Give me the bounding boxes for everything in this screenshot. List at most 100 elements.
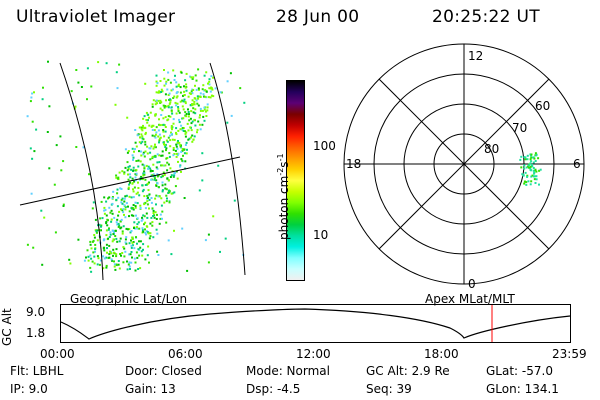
background-pixel — [136, 202, 139, 205]
polar-aurora-pixel — [526, 174, 529, 177]
aurora-pixel — [96, 239, 99, 242]
aurora-pixel — [160, 204, 163, 207]
aurora-pixel — [204, 95, 207, 98]
aurora-pixel — [110, 209, 113, 212]
polar-aurora-pixel — [532, 161, 535, 164]
aurora-pixel — [122, 208, 125, 211]
aurora-pixel — [101, 217, 104, 220]
aurora-pixel — [147, 232, 150, 235]
polar-aurora-pixel — [529, 165, 532, 168]
aurora-pixel — [151, 103, 154, 106]
gc-alt-tick-9: 9.0 — [26, 305, 46, 319]
aurora-pixel — [109, 233, 112, 236]
aurora-pixel — [123, 200, 126, 203]
aurora-pixel — [124, 195, 127, 198]
aurora-pixel — [203, 95, 206, 98]
aurora-pixel — [89, 243, 92, 246]
aurora-pixel — [107, 237, 110, 240]
aurora-pixel — [105, 256, 108, 259]
aurora-pixel — [136, 223, 139, 226]
background-pixel — [167, 115, 170, 118]
polar-aurora-pixel — [524, 171, 527, 174]
background-pixel — [150, 174, 153, 177]
aurora-pixel — [156, 213, 158, 216]
aurora-pixel — [108, 206, 111, 209]
background-pixel — [75, 69, 78, 71]
background-pixel — [31, 157, 34, 160]
aurora-pixel — [183, 94, 186, 97]
polar-aurora-pixel — [529, 153, 532, 156]
background-pixel — [158, 133, 161, 136]
aurora-pixel — [205, 115, 208, 117]
aurora-pixel — [123, 213, 125, 216]
aurora-pixel — [132, 158, 134, 161]
aurora-pixel — [134, 269, 137, 272]
aurora-pixel — [170, 106, 173, 109]
aurora-pixel — [191, 92, 194, 95]
background-pixel — [135, 236, 137, 239]
aurora-pixel — [210, 75, 213, 78]
aurora-pixel — [193, 135, 196, 138]
aurora-pixel — [184, 144, 187, 146]
aurora-pixel — [110, 252, 113, 255]
aurora-pixel — [191, 104, 194, 107]
aurora-pixel — [174, 101, 177, 104]
aurora-pixel — [179, 128, 182, 131]
background-pixel — [41, 98, 44, 101]
aurora-pixel — [100, 224, 103, 227]
aurora-pixel — [205, 71, 208, 74]
polar-aurora-pixel — [530, 160, 533, 163]
aurora-pixel — [209, 87, 212, 90]
aurora-pixel — [127, 173, 129, 176]
aurora-pixel — [179, 86, 182, 89]
aurora-pixel — [162, 171, 165, 174]
aurora-pixel — [137, 221, 140, 224]
aurora-pixel — [148, 124, 151, 127]
aurora-pixel — [100, 229, 102, 232]
aurora-pixel — [128, 253, 131, 256]
aurora-pixel — [142, 117, 145, 120]
aurora-pixel — [139, 150, 142, 153]
aurora-pixel — [202, 93, 205, 96]
aurora-pixel — [126, 268, 129, 271]
aurora-pixel — [123, 171, 126, 174]
polar-aurora-pixel — [525, 183, 528, 186]
aurora-pixel — [160, 101, 163, 104]
aurora-pixel — [156, 175, 159, 178]
polar-aurora-pixel — [534, 152, 537, 155]
aurora-pixel — [155, 84, 158, 87]
aurora-pixel — [131, 241, 134, 244]
aurora-pixel — [181, 159, 184, 162]
background-pixel — [126, 116, 129, 119]
aurora-pixel — [116, 205, 119, 208]
aurora-pixel — [176, 142, 179, 145]
aurora-pixel — [154, 114, 157, 117]
aurora-pixel — [142, 151, 145, 154]
aurora-pixel — [113, 263, 116, 266]
aurora-pixel — [188, 137, 191, 140]
aurora-pixel — [157, 91, 160, 94]
aurora-pixel — [175, 155, 178, 158]
polar-aurora-pixel — [522, 174, 525, 177]
aurora-pixel — [184, 79, 187, 82]
aurora-pixel — [155, 80, 158, 83]
aurora-pixel — [137, 165, 140, 168]
aurora-pixel — [172, 97, 175, 99]
aurora-pixel — [195, 99, 198, 102]
aurora-pixel — [190, 76, 193, 79]
aurora-pixel — [90, 270, 93, 273]
aurora-pixel — [170, 132, 173, 135]
aurora-pixel — [165, 139, 168, 142]
aurora-pixel — [192, 103, 195, 106]
aurora-pixel — [177, 129, 180, 132]
aurora-pixel — [164, 130, 167, 133]
background-pixel — [33, 91, 35, 94]
aurora-pixel — [175, 96, 178, 99]
background-pixel — [116, 87, 119, 90]
aurora-pixel — [169, 145, 172, 148]
aurora-pixel — [146, 152, 149, 155]
aurora-pixel — [204, 110, 207, 113]
background-pixel — [46, 131, 49, 133]
lat-label-70: 70 — [512, 121, 527, 135]
polar-aurora-pixel — [530, 153, 533, 156]
